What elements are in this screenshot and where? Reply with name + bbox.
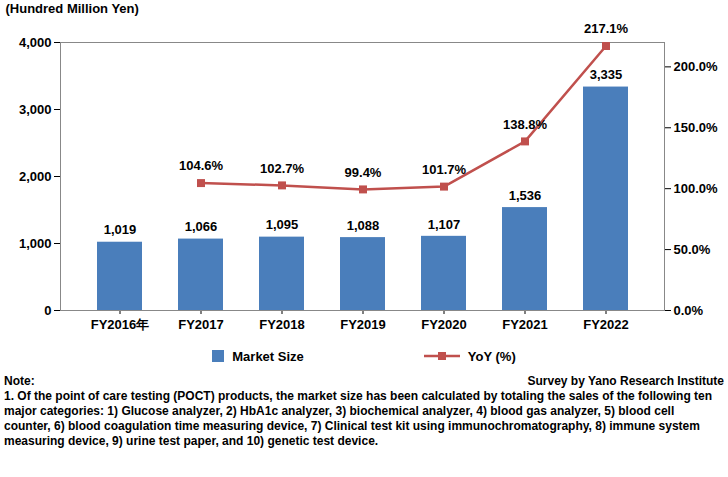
svg-text:1,536: 1,536 [509,188,542,203]
svg-text:200.0%: 200.0% [674,59,719,74]
svg-text:FY2019: FY2019 [340,317,386,332]
svg-text:2,000: 2,000 [19,169,52,184]
svg-text:1,107: 1,107 [428,216,461,231]
svg-text:3,335: 3,335 [590,67,623,82]
svg-text:102.7%: 102.7% [260,161,305,176]
html-text:1. Of the point of care testin: 1. Of the point of care testing (POCT) p… [4,389,713,448]
svg-text:0.0%: 0.0% [674,303,704,318]
svg-text:1,066: 1,066 [185,219,218,234]
svg-text:(Hundred Million Yen): (Hundred Million Yen) [6,1,139,16]
svg-text:3,000: 3,000 [19,102,52,117]
svg-text:FY2017: FY2017 [178,317,224,332]
svg-text:FY2018: FY2018 [259,317,305,332]
svg-text:FY2016年: FY2016年 [91,317,150,332]
svg-text:1,095: 1,095 [266,217,299,232]
html-text:Market Size: Market Size [232,348,304,364]
svg-text:0: 0 [44,303,51,318]
svg-text:1,088: 1,088 [347,218,380,233]
svg-text:138.8%: 138.8% [503,117,548,132]
svg-text:FY2022: FY2022 [583,317,629,332]
svg-text:104.6%: 104.6% [179,158,224,173]
svg-text:50.0%: 50.0% [674,242,711,257]
svg-text:100.0%: 100.0% [674,181,719,196]
svg-text:4,000: 4,000 [19,35,52,50]
svg-text:150.0%: 150.0% [674,120,719,135]
svg-text:217.1%: 217.1% [584,21,629,36]
svg-text:FY2020: FY2020 [421,317,467,332]
html-text:Survey by Yano Research Instit: Survey by Yano Research Institute [527,374,724,388]
svg-text:FY2021: FY2021 [502,317,548,332]
svg-text:99.4%: 99.4% [345,165,382,180]
svg-text:101.7%: 101.7% [422,162,467,177]
html-text:YoY (%): YoY (%) [467,348,516,364]
svg-text:1,000: 1,000 [19,236,52,251]
html-text:Note:: Note: [4,374,35,388]
svg-text:1,019: 1,019 [104,222,137,237]
